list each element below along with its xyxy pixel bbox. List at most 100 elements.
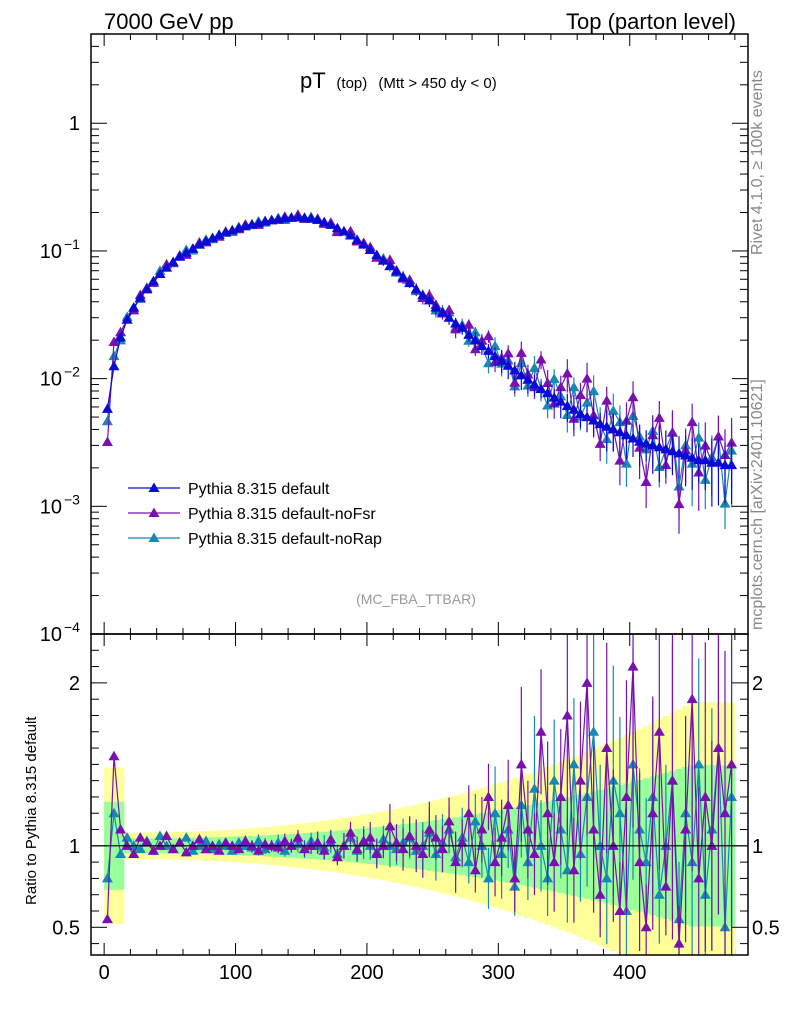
ratio-point-noRap [134,843,146,854]
point-default [469,334,481,345]
y-tick-label: 10 [40,624,62,646]
point-default [312,214,324,224]
x-tick-label: 300 [482,962,515,984]
ratio-point-noFsr [634,856,646,867]
ratio-point-noFsr [489,856,501,867]
ratio-point-noFsr [364,832,376,842]
point-default [542,387,554,398]
point-default [147,275,159,286]
point-noRap [620,458,632,468]
legend-label-default: Pythia 8.315 default [188,481,330,498]
legend-marker-default [148,482,160,492]
point-default [653,441,665,452]
ratio-point-noFsr [325,833,337,844]
point-default [496,355,508,365]
ratio-point-noFsr [482,791,494,801]
point-default [345,230,357,240]
ratio-frame [90,633,749,956]
ratio-point-noFsr [436,843,448,854]
point-default [443,312,455,322]
point-default [502,360,514,370]
point-noFsr [502,347,514,358]
chart-title: pT (top) (Mtt > 450 dy < 0) [300,68,497,93]
ratio-point-noRap [601,872,613,883]
ratio-point-noFsr [226,840,238,850]
ratio-point-noFsr [614,905,626,916]
ratio-point-noFsr [601,742,613,753]
point-default [351,234,363,244]
ratio-point-noFsr [581,677,593,687]
y-tick-label: 10 [40,496,62,518]
point-default [588,414,600,425]
point-noFsr [574,389,586,400]
ratio-point-noFsr [233,843,245,854]
series-line-noFsr [106,214,733,505]
ratio-point-noFsr [627,661,639,671]
ratio-point-noFsr [292,832,304,842]
ratio-point-noFsr [167,843,179,854]
point-default [634,436,646,446]
ratio-point-noRap [594,840,606,850]
ratio-point-noFsr [542,807,554,818]
ratio-point-noFsr [338,840,350,850]
ratio-point-noFsr [318,845,330,855]
ratio-point-noRap [568,758,580,769]
ratio-point-noRap [469,815,481,826]
ratio-point-noRap [279,845,291,855]
point-default [476,340,488,351]
point-default [555,396,567,406]
point-default [528,378,540,389]
ratio-point-noRap [489,807,501,818]
ratio-point-noFsr [693,872,705,883]
ratio-point-noRap [528,783,540,793]
point-noFsr [108,336,120,346]
chart-title-cut: (Mtt > 450 dy < 0) [378,75,496,92]
ratio-point-noFsr [174,837,186,847]
point-default [647,439,659,450]
x-tick-label: 100 [219,962,252,984]
ratio-point-noFsr [568,864,580,875]
point-default [699,454,711,465]
point-default [640,438,652,448]
ratio-point-noFsr [391,837,403,847]
point-noRap [607,405,619,415]
ratio-point-noRap [115,848,127,858]
point-default [509,364,521,375]
point-noFsr [542,377,554,388]
ratio-point-noFsr [456,837,468,847]
point-noRap [108,350,120,361]
ratio-point-noFsr [430,832,442,842]
x-tick-label: 0 [99,962,110,984]
ratio-point-noFsr [384,820,396,831]
ratio-point-noFsr [699,791,711,801]
ratio-point-noFsr [121,840,133,850]
rivet-label: Rivet 4.1.0, ≥ 100k events [749,70,766,255]
mcplots-label: mcplots.cern.ch [arXiv:2401.10621] [749,379,766,630]
ratio-point-noFsr [331,851,343,862]
y-tick-exponent: −2 [64,364,80,380]
point-default [601,421,613,431]
ratio-point-noFsr [377,840,389,850]
point-default [574,408,586,418]
ratio-point-noFsr [686,693,698,704]
x-tick-label: 400 [613,962,646,984]
point-default [456,322,468,332]
ratio-point-noRap [101,872,113,883]
point-default [174,251,186,261]
series-line-noRap [106,216,733,504]
point-noFsr [627,391,639,402]
point-default [614,426,626,437]
ratio-point-noRap [180,832,192,842]
y-tick-label: 10 [40,369,62,391]
legend-marker-noRap [148,532,160,542]
point-noRap [568,381,580,392]
ratio-point-noFsr [660,881,672,891]
ratio-point-noFsr [528,848,540,858]
point-noFsr [673,498,685,509]
ratio-point-noFsr [476,824,488,834]
ratio-point-noFsr [463,807,475,818]
ratio-point-noFsr [279,835,291,845]
point-default [673,447,685,458]
series-line-default [106,216,732,466]
point-noRap [101,415,113,426]
